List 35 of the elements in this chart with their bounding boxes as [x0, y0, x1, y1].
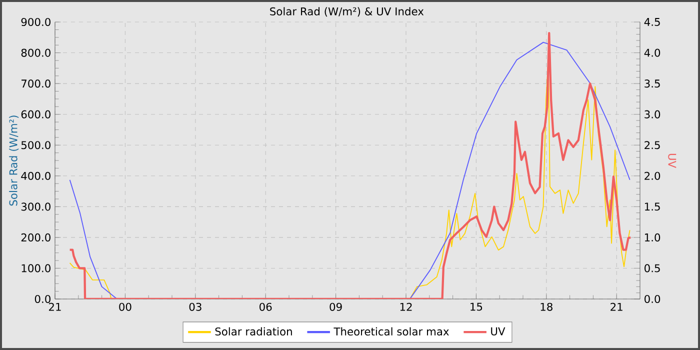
y2-tick-label: 4.5: [644, 18, 660, 26]
y2-tick-label: 1.0: [644, 233, 660, 242]
y-tick-label: 100.0: [22, 264, 50, 272]
x-tick-label: 00: [119, 302, 132, 311]
y-tick-label: 300.0: [21, 202, 50, 211]
x-tick-label: 15: [470, 302, 482, 311]
y-tick-label: 500.0: [21, 141, 50, 150]
y-tick-label: 900.0: [21, 18, 50, 26]
y-tick-label: 0.0: [34, 294, 50, 304]
y-tick-label: 700.0: [22, 80, 50, 88]
y-tick-label: 200.0: [21, 233, 50, 242]
y-tick-label: 400.0: [21, 172, 50, 180]
y2-tick-label: 2.0: [644, 172, 660, 180]
y-axis-title: Solar Rad (W/m²): [9, 116, 19, 206]
y2-tick-label: 3.5: [644, 80, 660, 88]
y2-tick-label: 0.0: [644, 294, 660, 304]
x-tick-label: 09: [330, 302, 342, 311]
y2-tick-label: 0.5: [644, 264, 660, 272]
y2-tick-label: 3.0: [644, 110, 660, 118]
x-tick-label: 21: [48, 302, 61, 311]
y-tick-label: 600.0: [21, 110, 50, 118]
x-tick-label: 12: [400, 302, 412, 311]
y2-tick-label: 1.5: [644, 202, 660, 211]
legend-label: Solar radiation: [215, 327, 292, 336]
legend-label: Theoretical solar max: [334, 327, 449, 336]
chart-title: Solar Rad (W/m²) & UV Index: [270, 7, 424, 17]
y2-tick-label: 4.0: [644, 48, 660, 57]
x-tick-label: 06: [260, 302, 272, 311]
x-tick-label: 21: [610, 302, 622, 311]
y-tick-label: 800.0: [21, 48, 50, 57]
x-tick-label: 03: [189, 302, 202, 311]
y2-tick-label: 2.5: [644, 141, 660, 150]
legend-label: UV: [491, 327, 506, 336]
y2-axis-title: UV: [668, 154, 676, 168]
x-tick-label: 18: [540, 302, 552, 311]
